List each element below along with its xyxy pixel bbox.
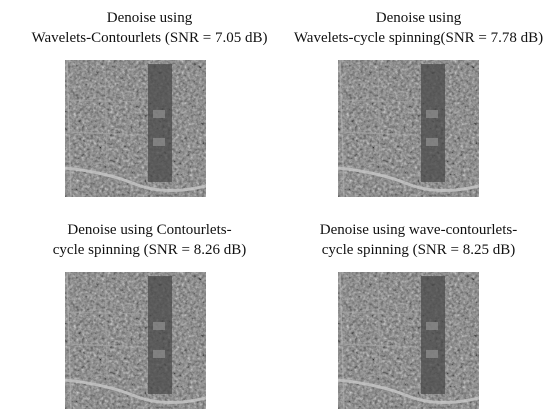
caption-line: cycle spinning (SNR = 8.26 dB) xyxy=(10,240,289,260)
denoised-image xyxy=(338,60,479,197)
caption-line: Wavelets-Contourlets (SNR = 7.05 dB) xyxy=(10,28,289,48)
caption-line: Denoise using wave-contourlets- xyxy=(279,220,558,240)
caption: Denoise using wave-contourlets- cycle sp… xyxy=(279,220,558,260)
denoised-image xyxy=(65,272,206,409)
caption: Denoise using Wavelets-cycle spinning(SN… xyxy=(279,8,558,48)
caption: Denoise using Wavelets-Contourlets (SNR … xyxy=(10,8,289,48)
denoised-image xyxy=(65,60,206,197)
denoised-image xyxy=(338,272,479,409)
figure: {"panels": [ {"caption_lines": ["Denoise… xyxy=(0,0,558,410)
caption-line: Denoise using Contourlets- xyxy=(10,220,289,240)
caption: Denoise using Contourlets- cycle spinnin… xyxy=(10,220,289,260)
caption-line: Wavelets-cycle spinning(SNR = 7.78 dB) xyxy=(279,28,558,48)
caption-line: Denoise using xyxy=(279,8,558,28)
caption-line: cycle spinning (SNR = 8.25 dB) xyxy=(279,240,558,260)
caption-line: Denoise using xyxy=(10,8,289,28)
